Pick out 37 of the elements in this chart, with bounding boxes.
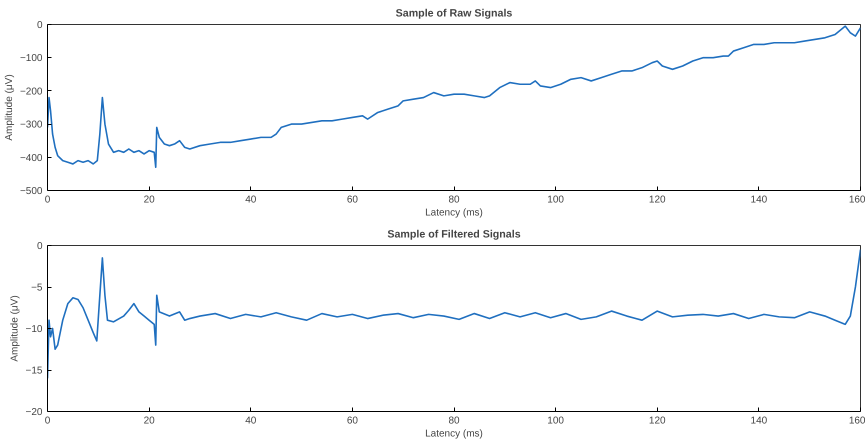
- line-series: [48, 248, 860, 380]
- x-tick-label: 40: [245, 416, 257, 426]
- x-tick-label: 160: [848, 194, 865, 206]
- chart-title: Sample of Filtered Signals: [387, 228, 521, 240]
- x-tick-label: 0: [44, 194, 51, 206]
- x-tick-label: 60: [346, 194, 358, 206]
- y-tick-label: −15: [26, 366, 43, 376]
- y-tick-label: −500: [20, 186, 43, 197]
- x-tick-label: 160: [848, 416, 865, 426]
- y-tick-label: 0: [36, 20, 43, 31]
- x-tick-label: 100: [547, 416, 564, 426]
- x-axis-title: Latency (ms): [425, 428, 483, 440]
- x-tick-label: 60: [346, 416, 358, 426]
- chart-title: Sample of Raw Signals: [396, 8, 512, 20]
- x-tick-label: 40: [245, 194, 257, 206]
- y-tick-label: −20: [26, 407, 43, 418]
- x-tick-label: 0: [44, 416, 51, 426]
- y-tick-label: −200: [20, 86, 43, 98]
- y-tick-label: −300: [20, 120, 43, 131]
- y-tick-label: −5: [31, 282, 43, 294]
- y-tick-label: −10: [26, 324, 43, 335]
- x-axis-title: Latency (ms): [425, 208, 483, 218]
- x-tick-label: 120: [648, 416, 666, 426]
- x-tick-label: 140: [750, 416, 768, 426]
- y-tick-label: −100: [20, 53, 43, 64]
- x-tick-label: 100: [547, 194, 564, 206]
- x-tick-label: 140: [750, 194, 768, 206]
- y-tick-label: −400: [20, 152, 43, 164]
- y-tick-label: 0: [36, 241, 43, 252]
- line-series: [48, 25, 860, 168]
- x-tick-label: 80: [448, 416, 460, 426]
- x-tick-label: 20: [144, 416, 156, 426]
- y-axis-title: Amplitude (μV): [10, 295, 21, 362]
- x-tick-label: 20: [144, 194, 156, 206]
- x-tick-label: 120: [648, 194, 666, 206]
- y-axis-title: Amplitude (μV): [4, 74, 15, 141]
- x-tick-label: 80: [448, 194, 460, 206]
